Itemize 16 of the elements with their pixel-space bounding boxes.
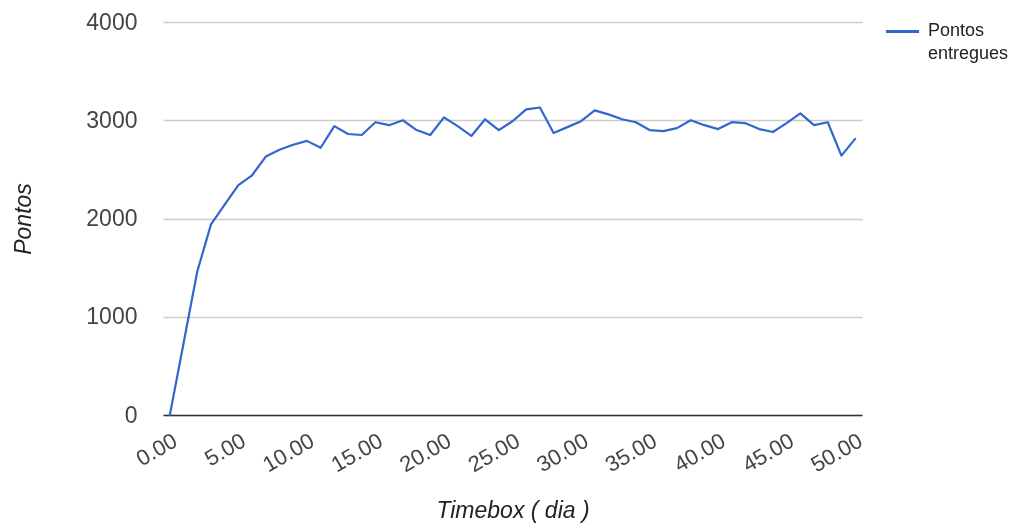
x-axis-title: Timebox ( dia ) — [436, 496, 590, 523]
y-tick-label: 4000 — [86, 8, 138, 35]
y-axis-title: Pontos — [9, 182, 36, 255]
y-tick-label: 3000 — [86, 106, 138, 133]
y-tick-label: 2000 — [86, 205, 138, 231]
x-tick-label: 5.00 — [200, 427, 250, 471]
x-tick-label: 0.00 — [131, 427, 182, 471]
x-tick-label: 30.00 — [532, 427, 593, 478]
y-tick-label: 1000 — [86, 303, 138, 330]
x-tick-label: 35.00 — [600, 427, 662, 478]
x-tick-label: 45.00 — [737, 427, 799, 478]
x-tick-label: 40.00 — [669, 427, 730, 478]
legend-label: Pontos entregues — [928, 19, 1009, 63]
x-tick-label: 50.00 — [806, 427, 867, 478]
y-tick-label: 0 — [124, 401, 138, 428]
line-series — [168, 106, 857, 417]
